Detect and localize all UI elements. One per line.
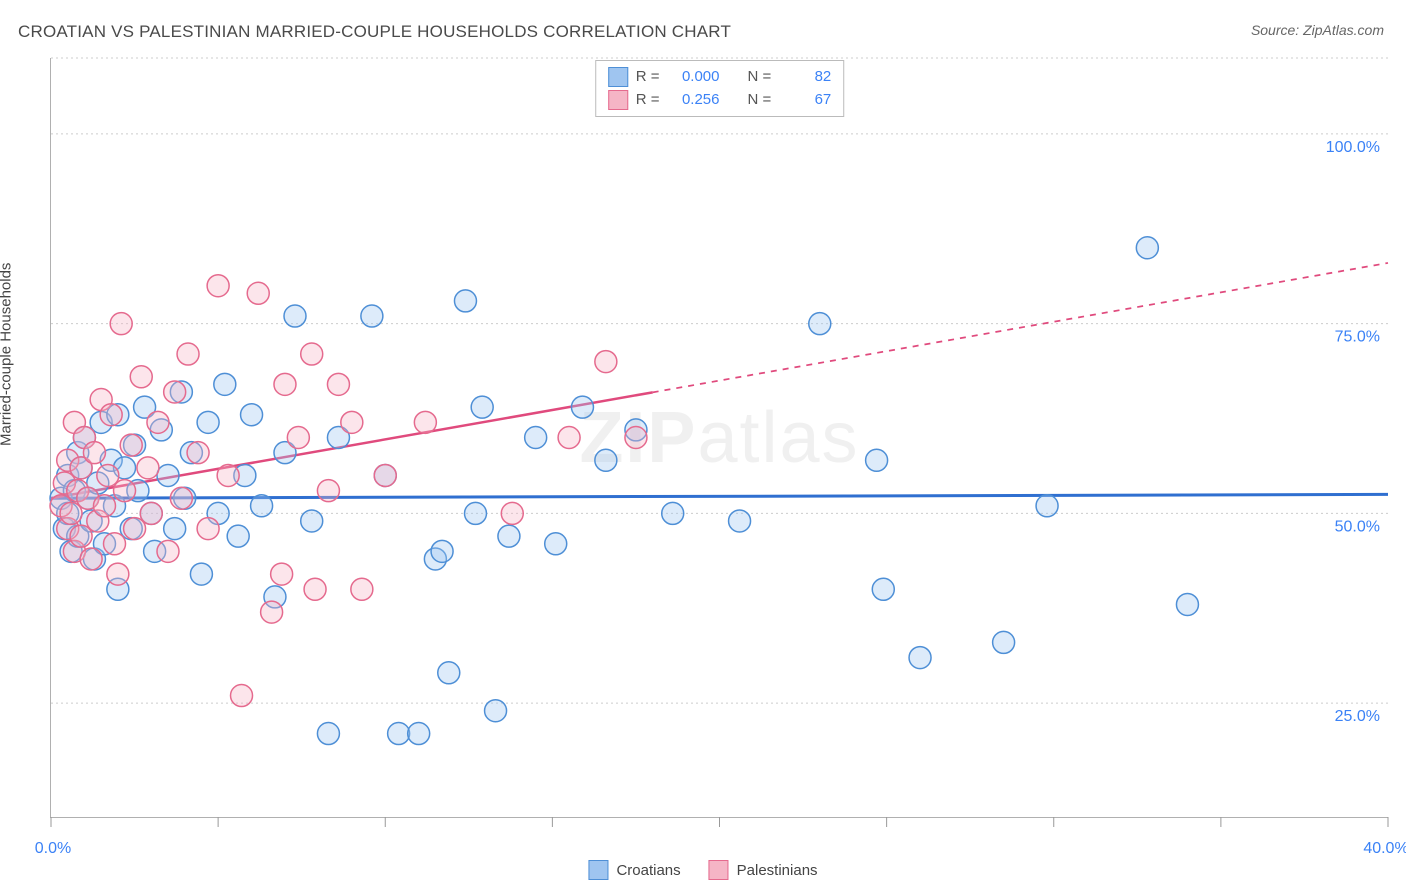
legend-croatians-N: 82 (779, 65, 831, 88)
legend-label-R: R = (636, 65, 660, 88)
chart-svg: 25.0%50.0%75.0%100.0%0.0%40.0% (51, 58, 1388, 817)
svg-text:25.0%: 25.0% (1335, 708, 1380, 725)
legend-stats: R = 0.000 N = 82 R = 0.256 N = 67 (595, 60, 845, 117)
svg-text:0.0%: 0.0% (35, 840, 71, 857)
legend-item-palestinians: Palestinians (709, 860, 818, 880)
chart-title: CROATIAN VS PALESTINIAN MARRIED-COUPLE H… (18, 22, 731, 42)
legend-label-R: R = (636, 88, 660, 111)
legend-stats-row-croatians: R = 0.000 N = 82 (608, 65, 832, 88)
swatch-palestinians-icon (608, 90, 628, 110)
chart-container: CROATIAN VS PALESTINIAN MARRIED-COUPLE H… (0, 0, 1406, 892)
y-axis-label: Married-couple Households (0, 263, 15, 446)
legend-palestinians-N: 67 (779, 88, 831, 111)
legend-croatians-R: 0.000 (668, 65, 720, 88)
svg-text:100.0%: 100.0% (1326, 139, 1380, 156)
legend-label-N: N = (748, 65, 772, 88)
plot-area: ZIPatlas 25.0%50.0%75.0%100.0%0.0%40.0% … (50, 58, 1388, 818)
legend-label-N: N = (748, 88, 772, 111)
legend-croatians-label: Croatians (616, 862, 680, 879)
legend-stats-row-palestinians: R = 0.256 N = 67 (608, 88, 832, 111)
legend-item-croatians: Croatians (588, 860, 680, 880)
swatch-croatians-icon (608, 67, 628, 87)
swatch-croatians-icon (588, 860, 608, 880)
svg-text:40.0%: 40.0% (1363, 840, 1406, 857)
svg-text:75.0%: 75.0% (1335, 329, 1380, 346)
source-attribution: Source: ZipAtlas.com (1251, 22, 1384, 38)
legend-series: Croatians Palestinians (588, 860, 817, 880)
svg-text:50.0%: 50.0% (1335, 518, 1380, 535)
swatch-palestinians-icon (709, 860, 729, 880)
legend-palestinians-label: Palestinians (737, 862, 818, 879)
legend-palestinians-R: 0.256 (668, 88, 720, 111)
